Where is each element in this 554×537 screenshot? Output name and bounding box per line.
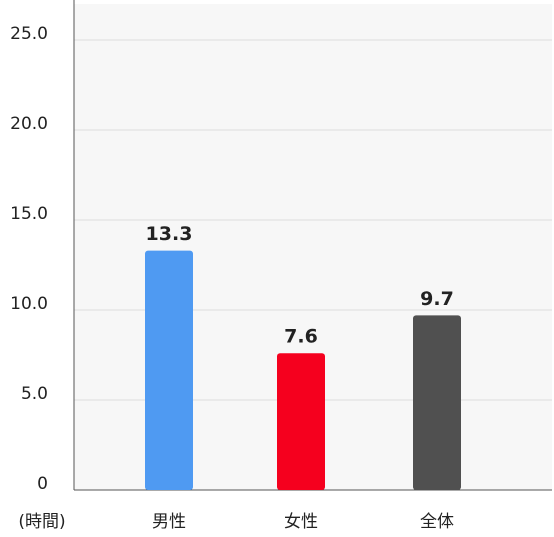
y-axis-label: (時間) bbox=[18, 512, 65, 532]
y-tick-label: 0 bbox=[37, 474, 48, 494]
bar bbox=[277, 353, 325, 490]
y-tick-label: 5.0 bbox=[21, 384, 48, 404]
y-tick-label: 25.0 bbox=[10, 24, 48, 44]
y-tick-label: 20.0 bbox=[10, 114, 48, 134]
x-tick-label: 女性 bbox=[284, 512, 318, 532]
bar bbox=[145, 250, 193, 490]
value-label: 13.3 bbox=[146, 223, 193, 245]
value-label: 9.7 bbox=[420, 288, 454, 310]
value-label: 7.6 bbox=[284, 326, 318, 348]
bar bbox=[413, 315, 461, 490]
x-tick-label: 全体 bbox=[420, 512, 454, 532]
x-tick-label: 男性 bbox=[152, 512, 186, 532]
y-tick-label: 15.0 bbox=[10, 204, 48, 224]
y-tick-label: 10.0 bbox=[10, 294, 48, 314]
